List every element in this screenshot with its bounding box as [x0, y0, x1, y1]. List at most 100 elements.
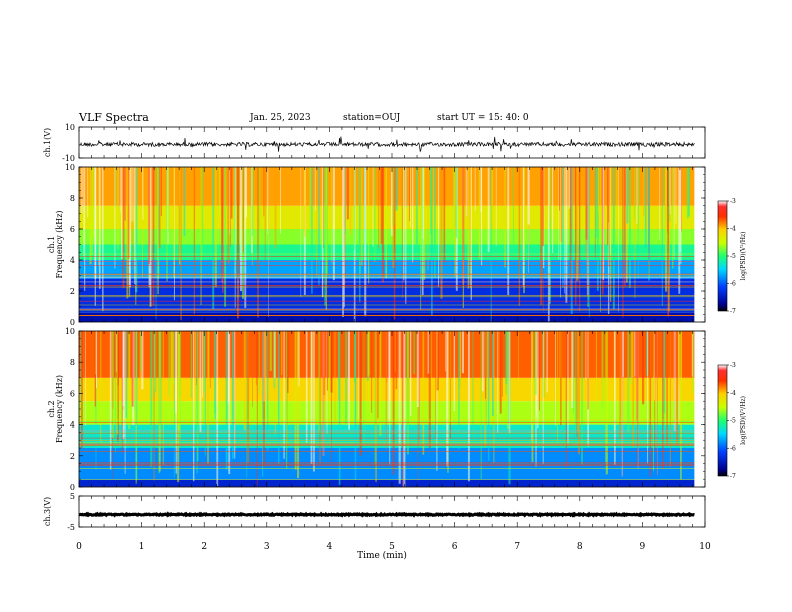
spectral-streak	[431, 167, 433, 316]
spectral-streak	[403, 331, 406, 487]
spectral-streak	[354, 331, 357, 480]
spectral-streak	[85, 331, 86, 426]
spectral-streak	[319, 331, 321, 463]
spectral-streak	[346, 167, 349, 220]
spectral-streak	[173, 167, 175, 278]
spectral-streak	[240, 167, 243, 292]
spectral-streak	[662, 331, 664, 470]
spectral-streak	[634, 167, 636, 299]
spectral-streak	[377, 331, 379, 419]
spectral-streak	[297, 331, 300, 478]
ch1-colorbar-tick-m4: -4	[730, 226, 736, 233]
spectral-streak	[281, 331, 283, 376]
time-tick-4: 4	[327, 542, 333, 552]
spectral-streak	[568, 167, 571, 209]
time-tick-8: 8	[577, 542, 583, 552]
ch2-spectrogram-ylabel-freq: Frequency (kHz)	[55, 375, 64, 443]
spectral-streak	[310, 331, 313, 465]
spectral-streak	[626, 167, 629, 224]
spectral-streak	[625, 167, 628, 283]
ch2-colorbar-tick-m7: -7	[730, 473, 736, 480]
spectral-streak	[256, 331, 258, 486]
spectral-streak	[322, 331, 325, 456]
spectral-streak	[637, 331, 638, 462]
spectral-streak	[432, 167, 434, 227]
spectral-streak	[359, 167, 361, 303]
spectral-streak	[178, 167, 181, 265]
spectral-streak	[148, 167, 150, 265]
ch1-colorbar-tick-m5: -5	[730, 253, 736, 260]
spectral-streak	[427, 167, 429, 271]
spectral-streak	[150, 167, 152, 307]
chart-title: VLF Spectra	[79, 111, 149, 124]
spectral-streak	[227, 331, 230, 404]
spectral-streak	[542, 331, 545, 398]
spectral-streak	[274, 167, 277, 249]
spectral-streak	[537, 331, 539, 429]
spectral-streak	[506, 331, 509, 429]
spectral-streak	[418, 331, 420, 444]
spectral-streak	[402, 331, 404, 487]
spectral-streak	[493, 331, 495, 464]
spectral-streak	[443, 167, 446, 263]
time-tick-10: 10	[699, 542, 711, 552]
ch1-spec-ytick-10: 10	[65, 163, 75, 172]
spectral-streak	[342, 167, 344, 317]
spectral-streak	[400, 331, 402, 376]
spectral-streak	[267, 167, 268, 234]
spectral-streak	[197, 331, 199, 462]
spectral-streak	[95, 331, 98, 389]
ch2-spec-ytick-8: 8	[70, 358, 75, 367]
time-tick-6: 6	[452, 542, 458, 552]
spectral-streak	[230, 167, 232, 247]
spectral-streak	[264, 167, 266, 262]
spectral-streak	[490, 167, 492, 322]
spectral-streak	[555, 331, 556, 426]
spectral-streak	[114, 331, 116, 376]
spectral-streak	[268, 167, 269, 317]
spectral-streak	[124, 167, 126, 221]
spectral-streak	[632, 331, 635, 447]
spectral-streak	[204, 331, 206, 456]
spectral-streak	[258, 331, 260, 395]
spectral-streak	[183, 167, 186, 237]
spectral-streak	[373, 167, 376, 262]
spectral-streak	[171, 331, 173, 408]
spectral-streak	[269, 331, 272, 371]
spectral-streak	[262, 331, 264, 477]
spectral-streak	[230, 167, 233, 219]
spectral-streak	[95, 331, 97, 470]
spectral-streak	[573, 331, 574, 414]
spectral-streak	[586, 167, 589, 295]
spectral-streak	[359, 331, 362, 456]
spectral-streak	[83, 167, 84, 257]
spectral-streak	[549, 167, 551, 221]
spectral-streak	[618, 167, 619, 312]
spectral-streak	[624, 167, 626, 287]
spectral-streak	[244, 167, 247, 308]
spectral-streak	[349, 167, 352, 236]
spectral-streak	[518, 167, 521, 306]
spectral-streak	[92, 167, 95, 238]
spectral-streak	[124, 331, 126, 474]
spectral-streak	[599, 167, 601, 312]
spectral-streak	[459, 331, 461, 391]
spectral-streak	[193, 167, 196, 315]
spectral-streak	[196, 331, 198, 474]
spectral-streak	[576, 167, 579, 281]
spectral-streak	[687, 167, 690, 217]
spectral-streak	[201, 331, 204, 398]
spectral-streak	[427, 331, 430, 374]
spectral-streak	[534, 331, 537, 395]
spectral-streak	[665, 167, 668, 292]
spectral-streak	[435, 331, 437, 439]
spectral-streak	[201, 167, 204, 258]
spectral-streak	[692, 331, 694, 394]
spectral-streak	[234, 331, 236, 454]
spectral-streak	[585, 331, 587, 380]
spectral-streak	[132, 167, 134, 271]
spectral-streak	[212, 167, 215, 310]
spectral-streak	[345, 331, 348, 424]
spectral-streak	[374, 331, 376, 465]
